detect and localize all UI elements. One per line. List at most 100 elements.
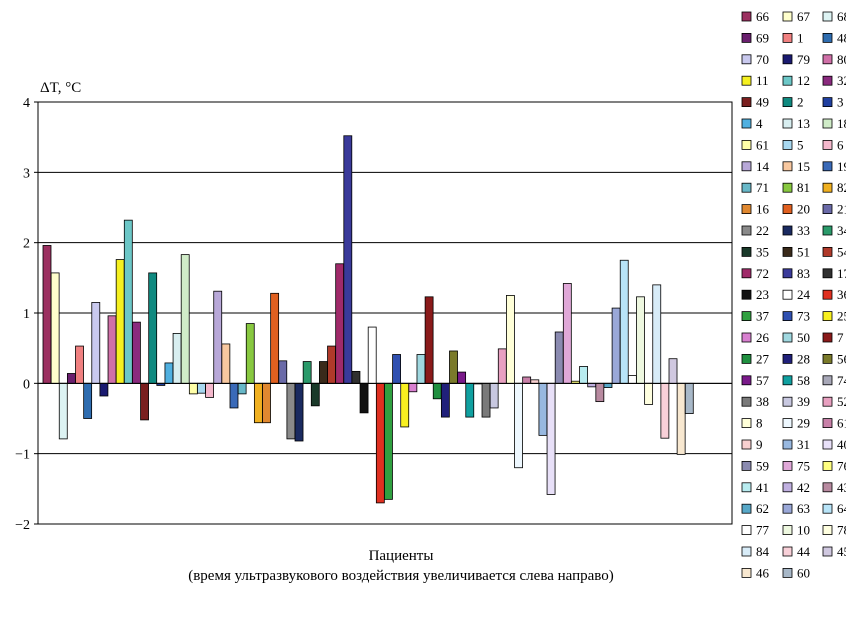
legend-label-64: 64 <box>837 501 846 516</box>
legend-swatch-39 <box>782 396 793 407</box>
legend-swatch-4 <box>741 118 752 129</box>
legend-label-63: 63 <box>797 501 810 516</box>
bar-42 <box>587 382 597 388</box>
legend-swatch-1 <box>782 33 793 43</box>
legend-swatch-50 <box>782 332 793 343</box>
bar-75 <box>562 283 572 384</box>
legend-label-56: 56 <box>837 351 846 366</box>
legend-swatch-26 <box>741 332 752 343</box>
bar-25 <box>400 382 410 428</box>
legend-label-33: 33 <box>797 223 810 238</box>
legend-label-43: 43 <box>837 480 846 495</box>
legend-label-17: 17 <box>837 266 846 281</box>
legend-swatch-79 <box>782 54 793 65</box>
legend-label-4: 4 <box>756 116 763 131</box>
legend-swatch-16 <box>741 204 752 215</box>
bar-60 <box>684 382 694 414</box>
legend-label-73: 73 <box>797 309 810 324</box>
legend-label-75: 75 <box>797 458 810 473</box>
bar-21 <box>278 360 288 384</box>
legend-swatch-46 <box>741 568 752 578</box>
legend-label-38: 38 <box>756 394 769 409</box>
legend-swatch-49 <box>741 97 752 107</box>
legend-label-70: 70 <box>756 52 769 67</box>
bar-52 <box>497 348 507 384</box>
legend-swatch-7 <box>822 332 833 343</box>
bar-49 <box>140 382 149 421</box>
bar-78 <box>644 382 654 405</box>
legend-label-1: 1 <box>797 30 804 45</box>
legend-label-71: 71 <box>756 180 769 195</box>
legend-label-49: 49 <box>756 95 769 110</box>
bar-64 <box>619 259 629 384</box>
bar-43 <box>595 382 605 403</box>
legend-swatch-23 <box>741 289 752 300</box>
legend-swatch-18 <box>822 118 833 129</box>
legend-swatch-42 <box>782 482 793 493</box>
legend-label-28: 28 <box>797 351 810 366</box>
bar-59 <box>554 331 564 384</box>
y-tick-label: −1 <box>15 448 30 463</box>
legend-swatch-82 <box>822 182 833 193</box>
legend-swatch-19 <box>822 161 833 172</box>
bar-17 <box>351 370 361 384</box>
bar-2 <box>148 272 158 384</box>
legend-swatch-8 <box>741 418 752 429</box>
bar-41 <box>579 366 588 384</box>
legend-swatch-57 <box>741 375 752 386</box>
legend-swatch-80 <box>822 54 833 65</box>
legend-swatch-68 <box>822 11 833 22</box>
legend-label-69: 69 <box>756 30 769 45</box>
legend-swatch-77 <box>741 525 752 535</box>
bar-62 <box>603 382 613 388</box>
legend-label-34: 34 <box>837 223 846 238</box>
legend-label-16: 16 <box>756 202 770 217</box>
bar-19 <box>229 382 239 409</box>
legend-label-42: 42 <box>797 480 810 495</box>
legend-label-10: 10 <box>797 523 810 538</box>
bar-79 <box>99 382 109 397</box>
legend-swatch-9 <box>741 439 752 450</box>
bar-20 <box>270 292 280 384</box>
legend-swatch-17 <box>822 268 833 279</box>
x-axis-label: Пациенты <box>369 548 434 564</box>
bar-84 <box>652 284 662 384</box>
legend-swatch-27 <box>741 353 752 364</box>
bar-11 <box>115 259 125 384</box>
legend-swatch-72 <box>741 268 752 279</box>
legend-swatch-74 <box>822 375 833 386</box>
bar-82 <box>253 382 263 424</box>
legend-swatch-2 <box>782 97 793 107</box>
bar-22 <box>286 382 296 440</box>
legend-swatch-54 <box>822 246 833 257</box>
legend-swatch-33 <box>782 225 793 236</box>
legend-label-15: 15 <box>797 159 810 174</box>
legend-label-44: 44 <box>797 544 811 559</box>
legend-label-52: 52 <box>837 394 846 409</box>
legend-label-40: 40 <box>837 437 846 452</box>
legend-swatch-51 <box>782 246 793 257</box>
legend-label-82: 82 <box>837 180 846 195</box>
legend-swatch-59 <box>741 460 752 471</box>
legend-swatch-73 <box>782 311 793 322</box>
legend-label-46: 46 <box>756 565 770 580</box>
bar-26 <box>408 382 418 393</box>
legend-swatch-31 <box>782 439 793 450</box>
legend-label-54: 54 <box>837 244 846 259</box>
legend-label-67: 67 <box>797 9 811 24</box>
legend-label-20: 20 <box>797 202 810 217</box>
legend-swatch-84 <box>741 546 752 557</box>
legend-swatch-38 <box>741 396 752 407</box>
bar-56 <box>449 350 458 384</box>
bar-14 <box>213 290 223 384</box>
legend-swatch-81 <box>782 182 793 193</box>
legend-label-78: 78 <box>837 523 846 538</box>
axes: 4 3 2 1 0 −1 −2 <box>15 96 733 533</box>
legend-swatch-34 <box>822 225 833 236</box>
legend-label-48: 48 <box>837 30 846 45</box>
bar-28 <box>440 382 450 418</box>
y-tick-label: 4 <box>23 96 30 111</box>
legend-swatch-78 <box>822 525 833 535</box>
legend-swatch-71 <box>741 182 752 193</box>
